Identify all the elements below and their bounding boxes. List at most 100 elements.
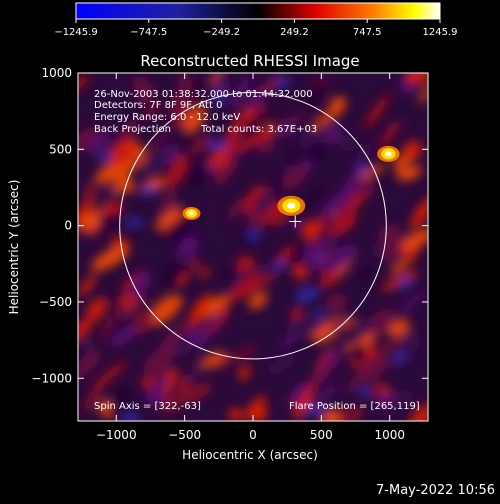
intensity-blob (141, 184, 157, 196)
y-axis-ticks: −1000 −500 0 500 1000 (31, 66, 428, 385)
y-tick-label: −500 (39, 295, 72, 309)
intensity-blob (393, 353, 407, 364)
intensity-blob (248, 292, 268, 310)
intensity-blob (321, 408, 341, 421)
intensity-blob (179, 230, 195, 255)
x-axis-ticks: −1000 −500 0 500 1000 (96, 73, 405, 442)
intensity-blob (264, 112, 280, 129)
intensity-blob (80, 379, 106, 414)
x-tick-label: 0 (249, 428, 257, 442)
intensity-blob (140, 153, 170, 174)
intensity-blob (316, 245, 333, 268)
intensity-blob (188, 327, 209, 348)
y-tick-label: −1000 (31, 371, 72, 385)
intensity-blob (354, 142, 373, 168)
intensity-blob (189, 135, 212, 155)
intensity-blob (247, 85, 267, 110)
intensity-blob (204, 162, 217, 175)
bright-source-peak (287, 202, 296, 209)
intensity-blob (78, 198, 94, 231)
intensity-blob (313, 310, 326, 317)
intensity-blob (183, 359, 207, 388)
colorbar-tick-label: 249.2 (280, 27, 309, 38)
intensity-blob (393, 389, 414, 409)
plot-annotations: 26-Nov-2003 01:38:32.000 to 01:44:32.000… (94, 89, 420, 412)
intensity-blob (402, 140, 423, 160)
chart-title: Reconstructed RHESSI Image (140, 52, 359, 70)
colorbar-labels: −1245.9 −747.5 −249.2 249.2 747.5 1245.9 (54, 27, 457, 38)
intensity-blob (78, 350, 102, 379)
intensity-blob (419, 82, 428, 105)
intensity-blob (78, 73, 90, 96)
y-tick-label: 1000 (41, 66, 72, 80)
intensity-blob (388, 318, 410, 338)
intensity-blob (315, 254, 326, 261)
intensity-blob (108, 138, 138, 167)
intensity-blob (146, 103, 159, 115)
intensity-blob (351, 316, 374, 344)
intensity-blob (356, 164, 369, 173)
colorbar-ticks (75, 19, 441, 23)
intensity-blob (185, 166, 207, 187)
intensity-blob (359, 163, 387, 180)
intensity-blob (356, 354, 390, 384)
intensity-blob (122, 412, 140, 421)
intensity-blob (315, 319, 324, 332)
y-axis-label: Heliocentric Y (arcsec) (7, 180, 21, 315)
intensity-blob (238, 364, 251, 381)
intensity-blob (319, 244, 358, 273)
intensity-blob (155, 207, 185, 230)
intensity-blob (312, 220, 324, 235)
bright-source-peak (188, 211, 195, 216)
intensity-blob (324, 350, 341, 368)
intensity-blob (247, 229, 260, 242)
intensity-blob (389, 258, 411, 275)
intensity-blob (159, 322, 193, 351)
intensity-blob (285, 315, 317, 338)
intensity-blob (146, 294, 183, 326)
intensity-blob (355, 266, 375, 282)
intensity-blob (212, 92, 226, 104)
heatmap-image (78, 73, 428, 421)
method-text: Back Projection (94, 124, 171, 135)
colorbar-tick-label: 747.5 (353, 27, 382, 38)
intensity-blob (78, 127, 101, 153)
colorbar-tick-label: −1245.9 (54, 27, 97, 38)
intensity-blob (164, 146, 179, 162)
intensity-blob (301, 183, 326, 213)
intensity-blob (284, 147, 304, 160)
intensity-blob (401, 228, 428, 252)
intensity-blob (282, 165, 307, 190)
intensity-blob (177, 273, 190, 286)
intensity-blob (146, 376, 169, 401)
intensity-blob (225, 132, 240, 148)
intensity-blob (213, 350, 246, 370)
intensity-blob (119, 294, 148, 320)
intensity-blob (207, 140, 227, 150)
intensity-blob (78, 273, 98, 297)
intensity-blob (97, 154, 113, 161)
intensity-blob (327, 213, 358, 235)
intensity-blob (188, 258, 202, 272)
colorbar-tick-label: −249.2 (203, 27, 240, 38)
intensity-blob (103, 186, 116, 200)
intensity-blob (188, 293, 211, 328)
intensity-blob (363, 93, 391, 130)
footer-date: 7-May-2022 10:56 (376, 483, 495, 498)
intensity-blob (273, 260, 287, 270)
intensity-blob (405, 73, 428, 85)
intensity-blob (244, 343, 255, 359)
intensity-blob (252, 187, 277, 214)
intensity-blob (134, 148, 148, 169)
intensity-blob (183, 106, 206, 132)
intensity-blob (366, 308, 396, 336)
intensity-blob (106, 290, 120, 306)
intensity-blob (110, 324, 139, 349)
energy-range-text: Energy Range: 6.0 - 12.0 keV (94, 112, 240, 123)
intensity-blob (274, 111, 309, 133)
intensity-blob (374, 391, 394, 411)
colorbar-tick-label: 1245.9 (423, 27, 458, 38)
intensity-blob (241, 113, 266, 136)
x-tick-label: −1000 (96, 428, 137, 442)
